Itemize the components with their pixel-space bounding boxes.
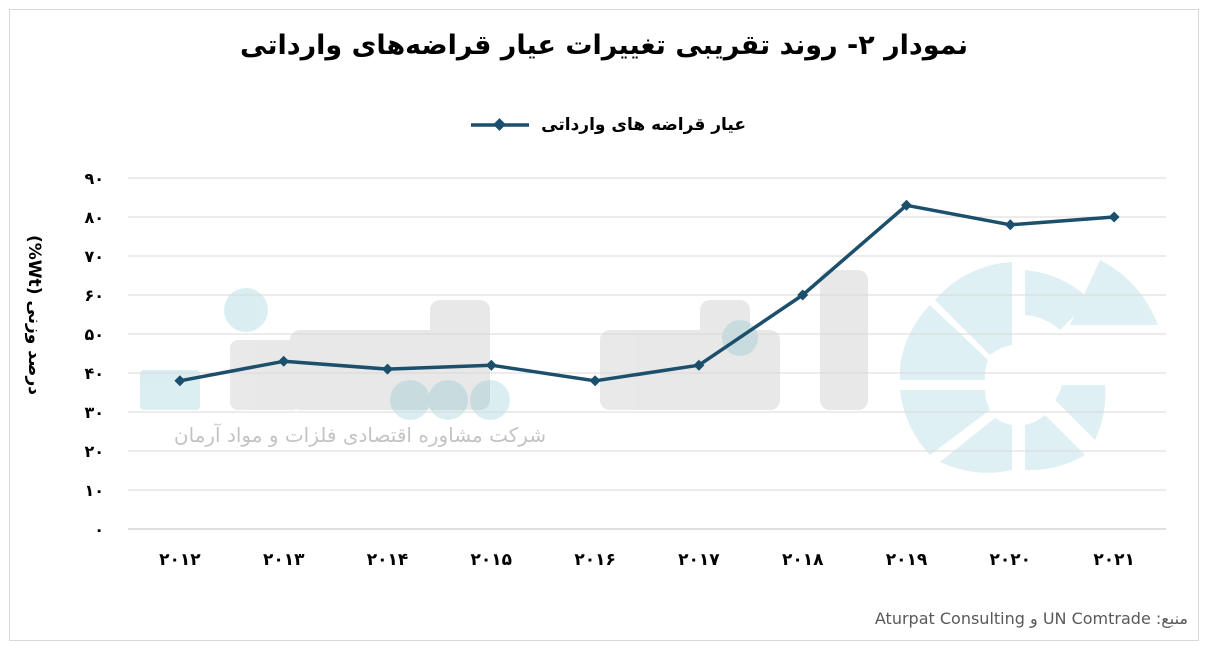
y-tick-label: ۹۰ [84, 169, 104, 188]
x-tick-label: ۲۰۱۹ [886, 550, 928, 570]
data-point [278, 355, 290, 367]
y-tick-label: ۳۰ [84, 403, 104, 422]
series-line [179, 203, 1115, 383]
source-note: منبع: UN Comtrade و Aturpat Consulting [874, 609, 1188, 628]
x-tick-label: ۲۰۱۸ [782, 550, 824, 570]
data-point [693, 359, 705, 371]
y-tick-label: ۰ [94, 520, 104, 539]
x-tick-label: ۲۰۲۱ [1093, 550, 1135, 570]
legend-label: عیار قراضه های وارداتی [541, 115, 746, 135]
data-point [797, 289, 809, 301]
x-tick-label: ۲۰۱۲ [159, 550, 201, 570]
data-point [1108, 211, 1120, 223]
y-tick-label: ۸۰ [84, 208, 104, 227]
chart-frame [9, 9, 1199, 641]
data-point [901, 199, 912, 211]
x-tick-label: ۲۰۱۳ [263, 550, 305, 570]
data-point [174, 375, 186, 387]
legend-swatch [471, 118, 529, 131]
x-tick-label: ۲۰۲۰ [990, 550, 1032, 570]
x-tick-label: ۲۰۱۵ [471, 550, 513, 570]
data-point [485, 359, 497, 371]
watermark-dots [140, 288, 758, 420]
chart-title: نمودار ۲- روند تقریبی تغییرات عیار قراضه… [240, 30, 968, 61]
x-tick-label: ۲۰۱۷ [678, 550, 720, 570]
y-tick-label: ۴۰ [84, 364, 104, 383]
x-tick-label: ۲۰۱۴ [367, 550, 409, 570]
y-tick-label: ۲۰ [84, 442, 104, 461]
y-tick-label: ۶۰ [84, 286, 104, 305]
x-tick-label: ۲۰۱۶ [574, 550, 616, 570]
y-tick-label: ۵۰ [84, 325, 104, 344]
legend: عیار قراضه های وارداتی [0, 112, 1208, 140]
data-point [1004, 219, 1016, 231]
watermark-tagline: شرکت مشاوره اقتصادی فلزات و مواد آرمان [174, 422, 546, 447]
data-point [382, 363, 393, 375]
data-point [589, 375, 601, 387]
y-tick-label: ۱۰ [84, 481, 104, 500]
y-tick-label: ۷۰ [84, 247, 104, 266]
